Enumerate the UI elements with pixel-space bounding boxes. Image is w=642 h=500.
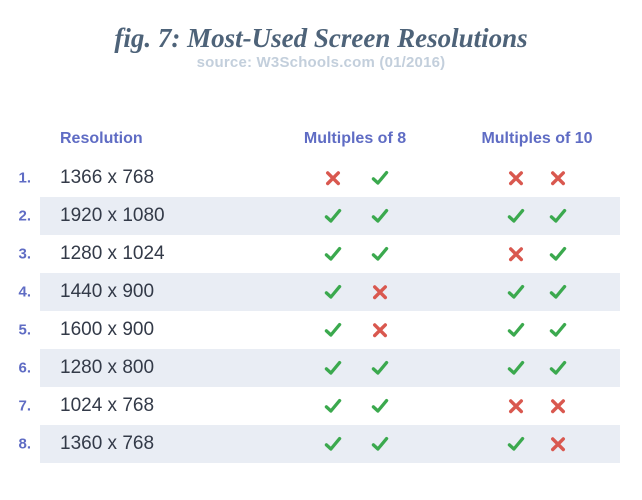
check-icon xyxy=(548,206,568,226)
resolution-table: Resolution Multiples of 8 Multiples of 1… xyxy=(0,130,642,463)
row-rank: 7. xyxy=(18,397,31,415)
row-rank: 4. xyxy=(18,283,31,301)
row-rank: 2. xyxy=(18,207,31,225)
check-icon xyxy=(548,244,568,264)
row-resolution: 1280 x 1024 xyxy=(60,243,165,264)
column-header-multiples-of-8: Multiples of 8 xyxy=(303,130,407,147)
check-icon xyxy=(370,358,390,378)
cross-icon xyxy=(548,168,568,188)
table-row: 7. 1024 x 768 xyxy=(18,387,620,425)
row-rank: 8. xyxy=(18,435,31,453)
check-icon xyxy=(506,206,526,226)
check-icon xyxy=(370,396,390,416)
cross-icon xyxy=(548,434,568,454)
check-icon xyxy=(548,320,568,340)
column-header-resolution: Resolution xyxy=(60,130,143,147)
table-row: 2. 1920 x 1080 xyxy=(18,197,620,235)
check-icon xyxy=(506,434,526,454)
table-row: 1. 1366 x 768 xyxy=(18,159,620,197)
row-rank: 1. xyxy=(18,169,31,187)
row-resolution: 1366 x 768 xyxy=(60,167,155,188)
check-icon xyxy=(323,434,343,454)
cross-icon xyxy=(370,320,390,340)
cross-icon xyxy=(548,396,568,416)
check-icon xyxy=(323,282,343,302)
row-rank: 6. xyxy=(18,359,31,377)
table-header-row: Resolution Multiples of 8 Multiples of 1… xyxy=(40,130,620,153)
row-resolution: 1024 x 768 xyxy=(60,395,155,416)
table-row: 6. 1280 x 800 xyxy=(18,349,620,387)
table-row: 5. 1600 x 900 xyxy=(18,311,620,349)
table-row: 3. 1280 x 1024 xyxy=(18,235,620,273)
figure-title: fig. 7: Most-Used Screen Resolutions xyxy=(114,23,528,53)
check-icon xyxy=(506,320,526,340)
row-resolution: 1920 x 1080 xyxy=(60,205,165,226)
check-icon xyxy=(323,320,343,340)
row-resolution: 1280 x 800 xyxy=(60,357,155,378)
column-header-multiples-of-10: Multiples of 10 xyxy=(481,130,593,147)
resolution-table-body: 1. 1366 x 768 2. 1920 x 1080 3. 1280 x 1… xyxy=(0,159,642,463)
check-icon xyxy=(323,206,343,226)
cross-icon xyxy=(506,396,526,416)
check-icon xyxy=(370,168,390,188)
figure-source: source: W3Schools.com (01/2016) xyxy=(196,54,446,71)
check-icon xyxy=(548,282,568,302)
figure-header: fig. 7: Most-Used Screen Resolutions sou… xyxy=(0,0,642,71)
check-icon xyxy=(370,434,390,454)
row-resolution: 1440 x 900 xyxy=(60,281,155,302)
check-icon xyxy=(370,244,390,264)
cross-icon xyxy=(506,168,526,188)
check-icon xyxy=(506,358,526,378)
cross-icon xyxy=(370,282,390,302)
check-icon xyxy=(370,206,390,226)
table-row: 4. 1440 x 900 xyxy=(18,273,620,311)
check-icon xyxy=(548,358,568,378)
row-resolution: 1600 x 900 xyxy=(60,319,155,340)
check-icon xyxy=(323,244,343,264)
check-icon xyxy=(506,282,526,302)
row-rank: 3. xyxy=(18,245,31,263)
cross-icon xyxy=(323,168,343,188)
check-icon xyxy=(323,396,343,416)
table-row: 8. 1360 x 768 xyxy=(18,425,620,463)
cross-icon xyxy=(506,244,526,264)
row-resolution: 1360 x 768 xyxy=(60,433,155,454)
check-icon xyxy=(323,358,343,378)
row-rank: 5. xyxy=(18,321,31,339)
